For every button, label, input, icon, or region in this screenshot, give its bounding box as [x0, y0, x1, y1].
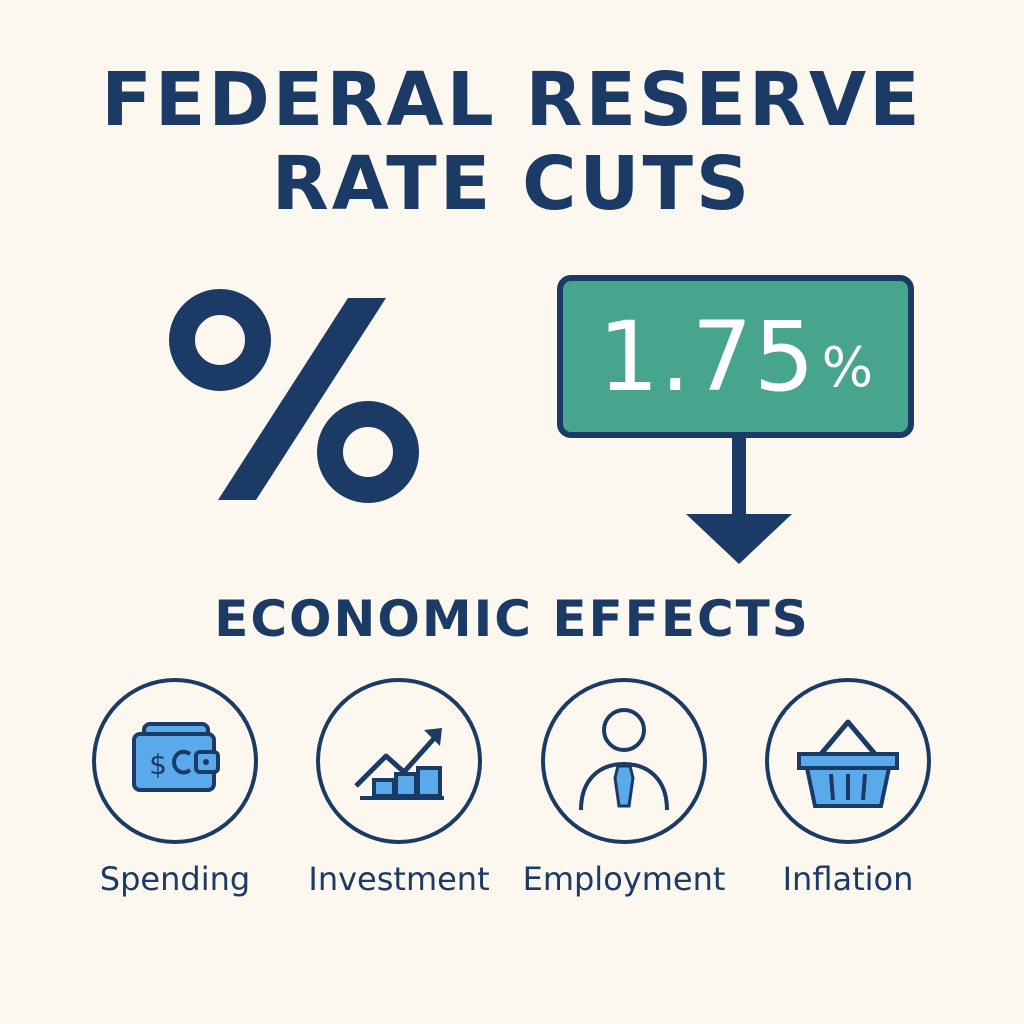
effect-icon-circle — [541, 678, 707, 844]
effect-label: Spending — [99, 860, 251, 898]
down-arrow-icon — [686, 438, 792, 564]
rate-unit: % — [821, 335, 874, 399]
shopping-basket-icon — [797, 719, 899, 808]
person-tie-icon — [579, 708, 669, 811]
effect-item-inflation: Inflation — [748, 678, 948, 918]
growth-chart-icon — [354, 728, 444, 800]
effect-label: Inflation — [782, 860, 914, 898]
effect-icon-circle — [316, 678, 482, 844]
effect-icon-circle — [765, 678, 931, 844]
rate-value: 1.75 — [597, 300, 816, 413]
svg-text:$: $ — [149, 748, 167, 781]
wallet-icon: $ — [132, 722, 220, 792]
effect-item-spending: $ Spending — [75, 678, 275, 918]
effect-item-employment: Employment — [523, 678, 725, 918]
effect-label: Investment — [308, 860, 490, 898]
effect-icon-circle: $ — [92, 678, 258, 844]
title-line-2: RATE CUTS — [271, 141, 753, 227]
page-title: FEDERAL RESERVE RATE CUTS — [0, 58, 1024, 226]
title-line-1: FEDERAL RESERVE — [101, 57, 923, 143]
effect-item-investment: Investment — [299, 678, 499, 918]
rate-display: 1.75 % — [557, 275, 914, 438]
effect-label: Employment — [522, 860, 726, 898]
section-title: ECONOMIC EFFECTS — [214, 590, 810, 648]
percent-icon — [169, 289, 419, 503]
